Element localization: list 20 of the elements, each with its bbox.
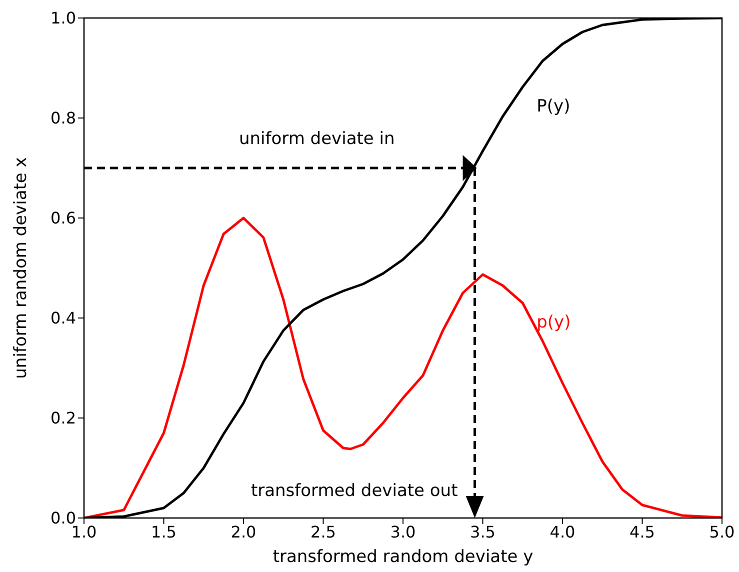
- y-axis-title: uniform random deviate x: [11, 157, 32, 379]
- series-label: P(y): [536, 96, 570, 117]
- annotation: transformed deviate out: [250, 481, 458, 501]
- x-tick-label: 2.0: [230, 522, 256, 542]
- y-tick-label: 0.2: [50, 408, 76, 428]
- x-tick-label: 2.5: [310, 522, 336, 542]
- x-tick-label: 5.0: [709, 522, 735, 542]
- line-series: [84, 216, 722, 518]
- x-tick-label: 4.5: [630, 522, 655, 542]
- y-tick-label: 1.0: [50, 8, 76, 28]
- series-label: p(y): [536, 312, 571, 333]
- x-tick-label: 3.0: [390, 522, 416, 542]
- y-tick-label: 0.8: [50, 108, 76, 128]
- x-tick-label: 4.0: [550, 522, 576, 542]
- x-tick-label: 1.5: [151, 522, 176, 542]
- y-tick-label: 0.4: [50, 308, 76, 328]
- y-tick-label: 0.6: [50, 208, 76, 228]
- x-tick-label: 3.5: [470, 522, 496, 542]
- annotation: uniform deviate in: [238, 129, 395, 149]
- x-axis-title: transformed random deviate y: [272, 547, 534, 567]
